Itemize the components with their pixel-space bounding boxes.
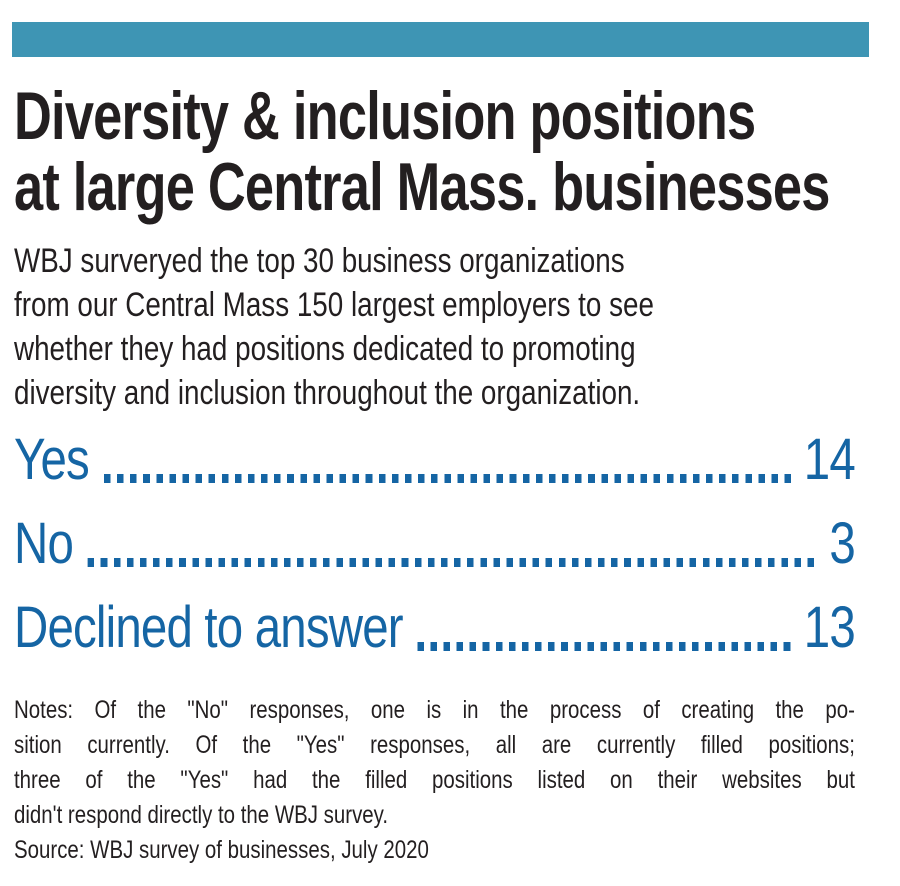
text-line: diversity and inclusion throughout the o… <box>14 374 641 412</box>
footnote-block: Notes: Of the "No" responses, one is in … <box>14 693 855 868</box>
text-line: didn't respond directly to the WBJ surve… <box>14 801 389 829</box>
text-line: at large Central Mass. businesses <box>14 149 830 225</box>
text-line: sition currently. Of the "Yes" responses… <box>14 731 855 759</box>
dotted-leader <box>417 642 793 651</box>
stat-row-declined: Declined to answer 13 <box>14 593 856 663</box>
stat-row-no: No 3 <box>14 509 856 579</box>
stat-value: 14 <box>803 427 856 492</box>
stat-label: Declined to answer <box>14 595 404 660</box>
source-text: Source: WBJ survey of businesses, July 2… <box>14 836 429 864</box>
text-line: Diversity & inclusion positions <box>14 78 756 154</box>
stat-value: 3 <box>829 511 855 576</box>
accent-bar <box>12 22 869 57</box>
notes-text: Notes: Of the "No" responses, one is in … <box>14 693 855 833</box>
text-line: from our Central Mass 150 largest employ… <box>14 286 654 324</box>
stats-list: Yes 14 No 3 Declined to answer 13 <box>14 425 856 663</box>
intro-text: WBJ surveryed the top 30 business organi… <box>14 239 855 415</box>
text-line: whether they had positions dedicated to … <box>14 330 636 368</box>
stat-label: No <box>14 511 74 576</box>
dotted-leader <box>103 474 793 483</box>
page-title: Diversity & inclusion positions at large … <box>14 78 830 225</box>
stat-label: Yes <box>14 427 90 492</box>
text-line: three of the "Yes" had the filled positi… <box>14 766 855 794</box>
stat-row-yes: Yes 14 <box>14 425 856 495</box>
stat-value: 13 <box>803 595 856 660</box>
text-line: Notes: Of the "No" responses, one is in … <box>14 696 855 724</box>
text-line: WBJ surveryed the top 30 business organi… <box>14 242 625 280</box>
dotted-leader <box>87 558 818 567</box>
